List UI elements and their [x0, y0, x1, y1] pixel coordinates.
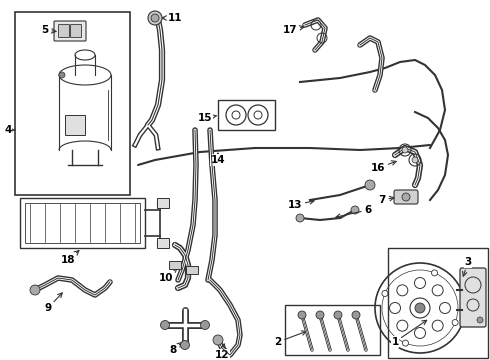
- Circle shape: [161, 320, 170, 329]
- Circle shape: [397, 320, 408, 331]
- Bar: [65, 115, 85, 135]
- FancyBboxPatch shape: [71, 24, 81, 37]
- Circle shape: [440, 302, 450, 314]
- Bar: [218, 100, 275, 130]
- Text: 17: 17: [283, 25, 304, 35]
- Text: 1: 1: [392, 320, 427, 347]
- Text: 7: 7: [378, 195, 394, 205]
- Circle shape: [334, 311, 342, 319]
- Text: 15: 15: [198, 113, 216, 123]
- Circle shape: [151, 14, 159, 22]
- FancyBboxPatch shape: [460, 268, 486, 327]
- Circle shape: [415, 328, 425, 338]
- Bar: [25, 203, 140, 243]
- Bar: [285, 305, 380, 355]
- Text: 3: 3: [463, 257, 472, 276]
- Text: 2: 2: [274, 331, 306, 347]
- FancyBboxPatch shape: [394, 190, 418, 204]
- Circle shape: [432, 320, 443, 331]
- Text: 5: 5: [41, 25, 56, 35]
- Text: 18: 18: [61, 251, 79, 265]
- Circle shape: [415, 303, 425, 313]
- Circle shape: [382, 291, 388, 296]
- FancyBboxPatch shape: [58, 24, 70, 37]
- Circle shape: [402, 147, 408, 153]
- Circle shape: [412, 157, 418, 163]
- Circle shape: [59, 72, 65, 78]
- Bar: [15, 12, 130, 195]
- Text: 9: 9: [45, 293, 62, 313]
- Circle shape: [432, 270, 438, 276]
- Circle shape: [365, 180, 375, 190]
- Bar: [157, 238, 169, 248]
- Text: 14: 14: [211, 153, 225, 165]
- Circle shape: [402, 193, 410, 201]
- Bar: [186, 266, 198, 274]
- Circle shape: [200, 320, 210, 329]
- Circle shape: [390, 302, 400, 314]
- Text: 6: 6: [336, 205, 371, 218]
- Circle shape: [452, 320, 458, 325]
- Circle shape: [30, 285, 40, 295]
- Circle shape: [397, 285, 408, 296]
- Bar: [20, 198, 145, 248]
- Text: 8: 8: [170, 343, 182, 355]
- Bar: [388, 248, 488, 358]
- Circle shape: [148, 11, 162, 25]
- Circle shape: [298, 311, 306, 319]
- Circle shape: [432, 285, 443, 296]
- Circle shape: [296, 214, 304, 222]
- Circle shape: [402, 340, 409, 346]
- Text: 13: 13: [288, 200, 314, 210]
- Text: 4: 4: [4, 125, 15, 135]
- Circle shape: [180, 341, 190, 350]
- Circle shape: [351, 206, 359, 214]
- Circle shape: [352, 311, 360, 319]
- Text: 16: 16: [371, 161, 396, 173]
- Bar: [169, 261, 181, 269]
- Text: 10: 10: [159, 268, 177, 283]
- Text: 11: 11: [162, 13, 182, 23]
- Circle shape: [477, 317, 483, 323]
- Circle shape: [316, 311, 324, 319]
- FancyBboxPatch shape: [54, 21, 86, 41]
- Circle shape: [415, 278, 425, 288]
- Bar: [157, 198, 169, 208]
- Text: 12: 12: [215, 344, 229, 360]
- Circle shape: [213, 335, 223, 345]
